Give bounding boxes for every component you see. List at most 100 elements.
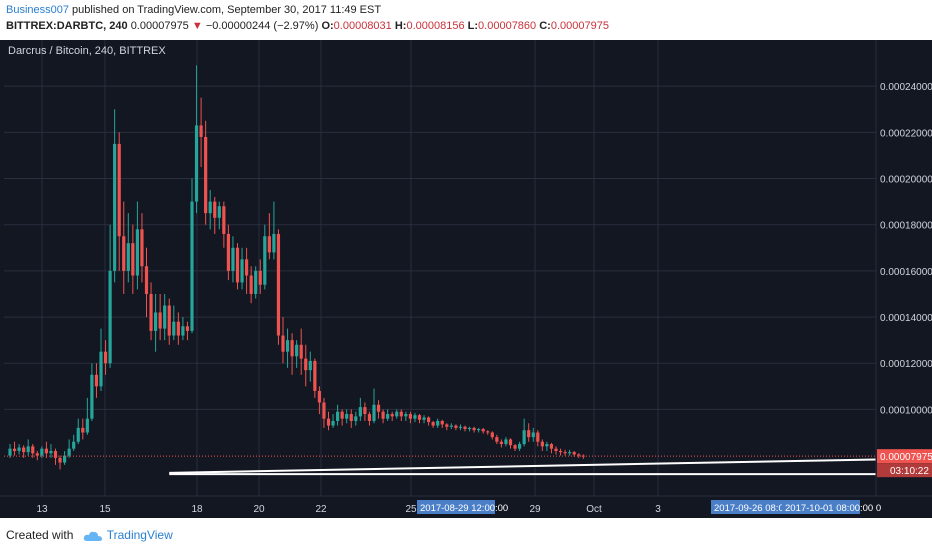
candle-body	[463, 426, 467, 430]
candle-body	[204, 136, 208, 214]
candle-body	[467, 427, 472, 430]
last-price-badge	[877, 449, 932, 464]
price-tick-label: 0.00012000	[880, 359, 932, 370]
candle-body	[85, 418, 89, 433]
candle-body	[31, 446, 35, 454]
price-tick-label: 0.00022000	[880, 128, 932, 139]
candle-body	[536, 432, 540, 442]
time-tick-label: 3	[655, 504, 661, 515]
candle-body	[504, 439, 508, 445]
candle-body	[326, 418, 331, 426]
candle-body	[208, 201, 212, 214]
candle-body	[217, 206, 221, 218]
close-label: C:	[539, 20, 551, 32]
open-value: 0.00008031	[333, 20, 392, 32]
candle-body	[436, 420, 440, 426]
chart-background	[0, 40, 932, 518]
candle-body	[513, 445, 517, 449]
price-tick-label: 0.00018000	[880, 221, 932, 232]
created-with: Created with TradingView	[6, 528, 173, 542]
crosshair-date-badge	[711, 500, 789, 514]
candle-body	[304, 358, 308, 371]
candle-body	[490, 432, 494, 438]
candle-body	[363, 407, 367, 415]
candle-body	[331, 420, 335, 426]
candle-body	[417, 415, 422, 420]
candle-body	[149, 293, 153, 331]
candle-body	[76, 427, 80, 442]
candle-body	[122, 236, 126, 271]
high-label: H:	[394, 20, 407, 32]
candle-body	[181, 326, 185, 336]
time-tick-label: 22	[315, 504, 327, 515]
low-value: 0.00007860	[478, 20, 537, 32]
candle-body	[90, 374, 94, 419]
candle-body	[154, 312, 158, 331]
candle-body	[422, 417, 426, 420]
candle-body	[267, 236, 271, 253]
candle-body	[554, 448, 558, 451]
chart-legend-title: Darcrus / Bitcoin, 240, BITTREX	[8, 45, 166, 57]
candle-body	[53, 450, 58, 458]
candle-body	[140, 229, 144, 267]
candle-body	[135, 229, 139, 276]
time-tick-label: 25	[405, 504, 417, 515]
candle-body	[308, 360, 312, 371]
candle-body	[199, 125, 203, 137]
candle-body	[568, 452, 572, 454]
candle-body	[477, 429, 481, 431]
candle-body	[63, 455, 67, 463]
ohlc-line: BITTREX:DARBTC, 240 0.00007975 ▼ −0.0000…	[6, 20, 609, 32]
price-axis-ticks: 0.00010000 0.00012000 0.00014000 0.00016000…	[880, 82, 932, 416]
candle-body	[449, 425, 453, 427]
candle-body	[454, 425, 458, 428]
candle-body	[99, 351, 103, 387]
candle-body	[158, 312, 162, 329]
candle-body	[458, 426, 463, 428]
tradingview-brand[interactable]: TradingView	[106, 528, 173, 542]
candle-body	[322, 402, 326, 419]
ascending-trendline	[169, 457, 932, 474]
footer: Created with TradingView	[0, 522, 932, 550]
time-tick-label: Oct	[586, 504, 602, 515]
candle-body	[8, 448, 12, 456]
candle-body	[349, 414, 353, 421]
price-tick-label: 0.00016000	[880, 267, 932, 278]
candle-body	[545, 444, 549, 447]
candle-body	[235, 247, 240, 283]
candle-body	[486, 431, 490, 433]
candle-body	[290, 340, 294, 357]
candle-body	[176, 321, 180, 336]
candle-body	[108, 270, 112, 364]
candle-body	[345, 414, 349, 419]
crosshair-date-label: 2017-09-26 08:00:00	[714, 503, 802, 514]
candle-body	[317, 390, 321, 403]
candle-body	[144, 266, 149, 294]
author-link[interactable]: Business007	[6, 4, 69, 16]
candle-body	[313, 360, 317, 391]
candle-body	[572, 452, 576, 455]
candle-body	[131, 243, 135, 276]
candle-body	[272, 233, 276, 253]
candle-body	[540, 441, 544, 447]
candle-body	[26, 446, 30, 453]
candle-body	[81, 427, 85, 433]
candle-body	[376, 404, 381, 412]
price-axis[interactable]	[876, 40, 932, 518]
candle-body	[472, 427, 476, 431]
candles-layer	[8, 65, 585, 470]
price-tick-label: 0.00020000	[880, 175, 932, 186]
candle-body	[577, 454, 581, 456]
countdown-badge-label: 03:10:22	[890, 466, 929, 477]
price-tick-label: 0.00024000	[880, 82, 932, 93]
candle-body	[372, 404, 376, 421]
candle-body	[558, 450, 563, 453]
publish-line: Business007 published on TradingView.com…	[6, 4, 381, 16]
candle-body	[413, 415, 417, 419]
candle-body	[40, 448, 44, 456]
price-tick-label: 0.00010000	[880, 405, 932, 416]
candle-body	[113, 143, 117, 271]
candle-body	[72, 441, 76, 449]
price-chart[interactable]: 0.00010000 0.00012000 0.00014000 0.00016000…	[0, 40, 932, 518]
candle-body	[240, 259, 244, 283]
